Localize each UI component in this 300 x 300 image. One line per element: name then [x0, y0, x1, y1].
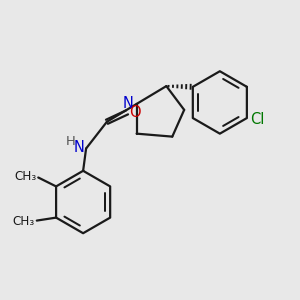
Text: Cl: Cl	[250, 112, 264, 127]
Text: CH₃: CH₃	[12, 215, 35, 228]
Text: N: N	[74, 140, 85, 155]
Text: O: O	[130, 105, 141, 120]
Text: H: H	[66, 135, 76, 148]
Text: CH₃: CH₃	[14, 170, 36, 183]
Text: N: N	[122, 96, 133, 111]
